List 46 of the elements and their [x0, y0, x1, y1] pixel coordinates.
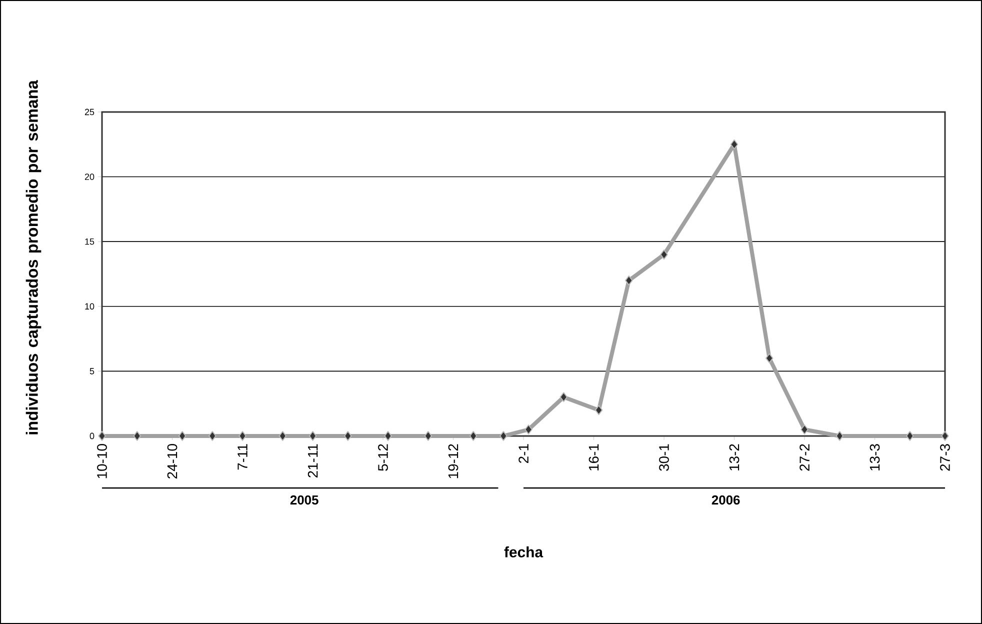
- point: [560, 392, 568, 402]
- y-tick-label: 20: [84, 174, 94, 180]
- point: [308, 430, 317, 441]
- y-tick-label: 0: [90, 432, 94, 440]
- point: [800, 424, 808, 435]
- point: [660, 250, 668, 260]
- y-axis-title: individuos capturados promedio por semana: [26, 80, 42, 434]
- x-tick-label: 24-10: [167, 444, 178, 478]
- y-tick-label: 25: [84, 108, 94, 116]
- x-tick-label: 27-2: [800, 444, 810, 471]
- x-tick-label: 21-11: [308, 444, 318, 478]
- point: [500, 430, 508, 441]
- point: [941, 430, 949, 441]
- y-tick-label: 5: [90, 368, 94, 374]
- x-tick-label: 27-3: [940, 444, 950, 471]
- y-tick-label: 15: [85, 238, 94, 245]
- point: [278, 430, 287, 441]
- x-axis-title: fecha: [504, 546, 544, 558]
- point: [238, 430, 246, 441]
- point: [344, 430, 352, 441]
- point: [906, 430, 914, 441]
- point: [469, 430, 478, 441]
- point: [524, 424, 532, 435]
- x-tick-label: 7-11: [238, 444, 248, 470]
- point: [384, 430, 392, 441]
- point: [594, 405, 603, 416]
- x-tick-label: 13-3: [870, 444, 880, 470]
- x-tick-label: 5-12: [378, 444, 388, 471]
- point: [766, 353, 774, 364]
- point: [178, 430, 186, 441]
- x-tick-label: 16-1: [588, 444, 599, 470]
- x-tick-label: 30-1: [659, 444, 669, 471]
- x-tick-label: 10-10: [97, 444, 107, 478]
- text: 2006: [712, 495, 740, 505]
- point: [133, 430, 142, 441]
- point: [424, 430, 432, 441]
- point: [836, 430, 844, 441]
- point: [730, 139, 738, 150]
- x-tick-label: 13-2: [729, 444, 740, 470]
- text: 2005: [290, 495, 318, 505]
- y-tick-label: 10: [85, 303, 94, 310]
- point: [208, 430, 216, 441]
- x-tick-label: 2-1: [518, 444, 528, 463]
- point: [625, 275, 633, 286]
- x-tick-label: 19-12: [448, 444, 458, 478]
- point: [98, 430, 106, 441]
